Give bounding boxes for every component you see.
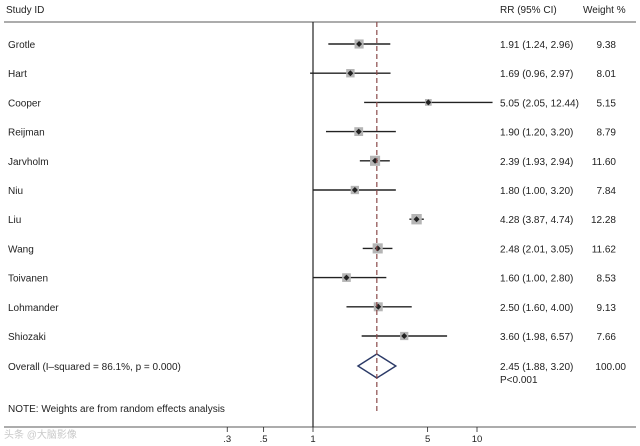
study-row: Wang 2.48 (2.01, 3.05) 11.62 <box>8 243 616 255</box>
x-tick-label: 5 <box>425 434 430 445</box>
study-weight: 11.60 <box>592 157 617 168</box>
study-row: Toivanen 1.60 (1.00, 2.80) 8.53 <box>8 273 617 285</box>
point-estimate <box>355 128 362 135</box>
header-weight: Weight % <box>583 5 626 16</box>
study-weight: 11.62 <box>592 244 617 255</box>
point-estimate <box>351 187 358 193</box>
study-name: Shiozaki <box>8 332 46 343</box>
study-name: Niu <box>8 186 23 197</box>
study-name: Lohmander <box>8 303 59 314</box>
study-row: Grotle 1.91 (1.24, 2.96) 9.38 <box>8 39 616 51</box>
overall-estimate: 2.45 (1.88, 3.20) <box>500 362 573 373</box>
weights-note: NOTE: Weights are from random effects an… <box>8 404 225 415</box>
study-name: Jarvholm <box>8 157 49 168</box>
study-weight: 5.15 <box>597 98 617 109</box>
x-tick-label: 10 <box>472 434 483 445</box>
point-estimate <box>343 274 350 281</box>
x-tick-label: 1 <box>310 434 315 445</box>
study-row: Jarvholm 2.39 (1.93, 2.94) 11.60 <box>8 155 617 168</box>
study-weight: 7.66 <box>597 332 617 343</box>
header-study-id: Study ID <box>6 5 44 16</box>
study-row: Niu 1.80 (1.00, 3.20) 7.84 <box>8 185 617 197</box>
study-estimate: 1.91 (1.24, 2.96) <box>500 40 573 51</box>
study-name: Reijman <box>8 128 45 139</box>
study-estimate: 4.28 (3.87, 4.74) <box>500 215 573 226</box>
study-estimate: 2.39 (1.93, 2.94) <box>500 157 573 168</box>
study-estimate: 2.50 (1.60, 4.00) <box>500 303 573 314</box>
study-estimate: 1.60 (1.00, 2.80) <box>500 274 573 285</box>
point-estimate <box>374 245 381 252</box>
study-weight: 12.28 <box>591 215 616 226</box>
study-name: Liu <box>8 215 21 226</box>
study-name: Cooper <box>8 98 41 109</box>
study-estimate: 2.48 (2.01, 3.05) <box>500 244 573 255</box>
study-name: Grotle <box>8 40 36 51</box>
study-weight: 8.53 <box>597 274 617 285</box>
overall-label: Overall (I–squared = 86.1%, p = 0.000) <box>8 362 181 373</box>
point-estimate <box>347 70 354 77</box>
overall-diamond <box>356 353 398 379</box>
point-estimate <box>401 333 408 339</box>
study-weight: 9.38 <box>597 40 617 51</box>
study-name: Toivanen <box>8 274 48 285</box>
study-row: Cooper 5.05 (2.05, 12.44) 5.15 <box>8 98 616 109</box>
study-row: Lohmander 2.50 (1.60, 4.00) 9.13 <box>8 302 617 314</box>
overall-pvalue: P<0.001 <box>500 375 538 386</box>
x-tick-label: .5 <box>260 434 268 445</box>
overall-row: Overall (I–squared = 86.1%, p = 0.000) 2… <box>8 353 626 386</box>
point-estimate <box>425 99 432 106</box>
study-row: Hart 1.69 (0.96, 2.97) 8.01 <box>8 69 616 80</box>
study-estimate: 1.90 (1.20, 3.20) <box>500 128 573 139</box>
header-rr-ci: RR (95% CI) <box>500 5 557 16</box>
study-weight: 8.79 <box>597 128 617 139</box>
x-axis-ticks: .3 .5 1 5 10 <box>223 427 482 445</box>
study-weight: 7.84 <box>597 186 617 197</box>
study-name: Hart <box>8 69 27 80</box>
watermark: 头条 @大脑影像 <box>4 428 77 441</box>
study-row: Liu 4.28 (3.87, 4.74) 12.28 <box>8 214 616 226</box>
study-row: Reijman 1.90 (1.20, 3.20) 8.79 <box>8 127 617 139</box>
study-weight: 9.13 <box>597 303 617 314</box>
study-estimate: 5.05 (2.05, 12.44) <box>500 98 579 109</box>
study-weight: 8.01 <box>597 69 617 80</box>
study-estimate: 1.80 (1.00, 3.20) <box>500 186 573 197</box>
point-estimate <box>413 216 420 223</box>
study-row: Shiozaki 3.60 (1.98, 6.57) 7.66 <box>8 331 617 343</box>
x-tick-label: .3 <box>223 434 231 445</box>
overall-weight: 100.00 <box>595 362 626 373</box>
study-rows: Grotle 1.91 (1.24, 2.96) 9.38 Hart 1.69 (0.9… <box>8 39 616 343</box>
study-name: Wang <box>8 244 34 255</box>
study-estimate: 1.69 (0.96, 2.97) <box>500 69 573 80</box>
point-estimate <box>356 41 363 47</box>
study-estimate: 3.60 (1.98, 6.57) <box>500 332 573 343</box>
